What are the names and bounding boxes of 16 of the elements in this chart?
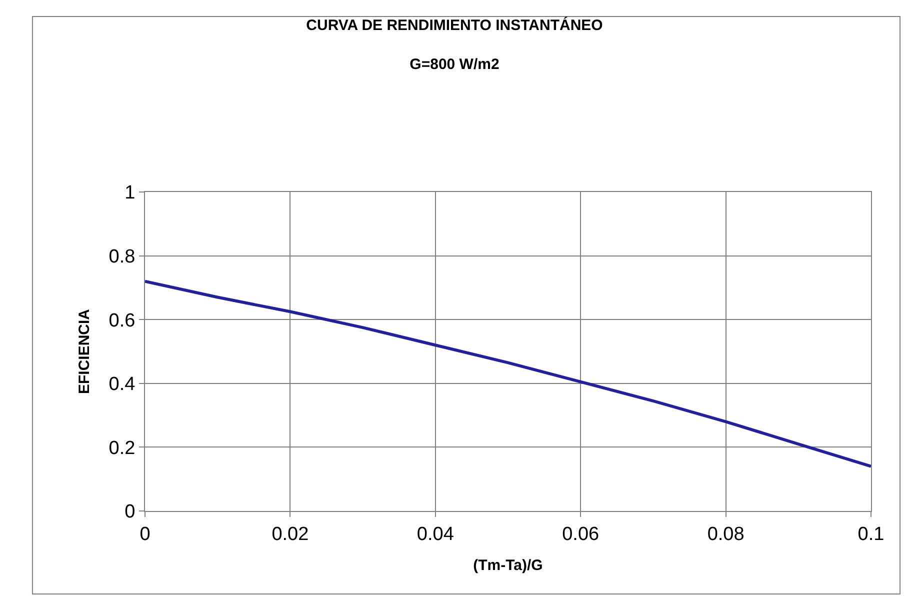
x-tick-label: 0.04 bbox=[416, 524, 454, 545]
y-tick-label: 0.6 bbox=[108, 310, 136, 332]
chart-subtitle: G=800 W/m2 bbox=[410, 56, 500, 73]
x-tick-label: 0 bbox=[140, 524, 150, 545]
x-axis-title: (Tm-Ta)/G bbox=[473, 556, 543, 574]
y-tick-label: 1 bbox=[124, 182, 136, 204]
x-tick-label: 0.02 bbox=[272, 524, 309, 545]
x-tick-label: 0.1 bbox=[858, 524, 884, 545]
y-tick-label: 0 bbox=[124, 502, 136, 523]
y-axis-title: EFICIENCIA bbox=[76, 308, 94, 394]
y-tick-label: 0.8 bbox=[108, 246, 136, 268]
y-tick-label: 0.2 bbox=[108, 438, 136, 459]
x-tick-label: 0.06 bbox=[562, 524, 600, 545]
y-tick-label: 0.4 bbox=[108, 374, 136, 396]
chart-title: CURVA DE RENDIMIENTO INSTANTÁNEO bbox=[306, 16, 604, 34]
x-tick-label: 0.08 bbox=[707, 524, 744, 545]
